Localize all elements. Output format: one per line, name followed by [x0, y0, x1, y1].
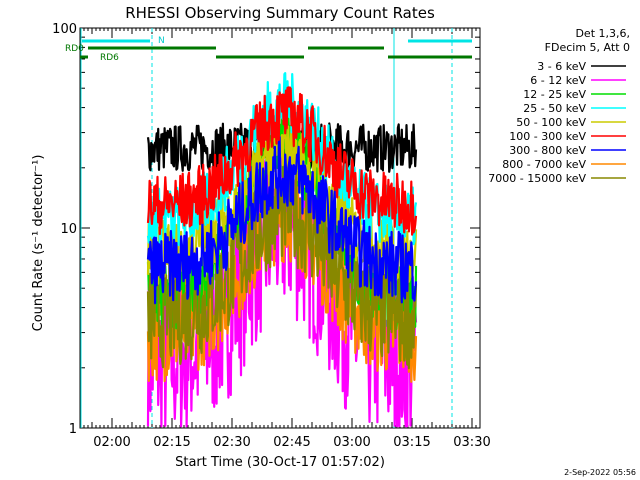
x-tick-label: 03:00 — [333, 435, 370, 450]
date-stamp: 2-Sep-2022 05:56 — [564, 468, 636, 477]
x-tick-label: 03:15 — [393, 435, 430, 450]
series-line — [146, 163, 418, 370]
legend-label: 7000 - 15000 keV — [488, 172, 586, 185]
legend-header-line-1: Det 1,3,6, — [575, 27, 630, 40]
y-tick-label: 10 — [60, 222, 77, 237]
legend-label: 300 - 800 keV — [509, 144, 586, 157]
rd0-flag-label: RD0 — [65, 44, 84, 54]
series-line — [146, 86, 418, 236]
y-axis-label: Count Rate (s⁻¹ detector⁻¹) — [31, 155, 46, 332]
chart-title: RHESSI Observing Summary Count Rates — [125, 4, 435, 22]
legend-label: 6 - 12 keV — [530, 74, 586, 87]
n-flag-label: N — [158, 36, 165, 46]
legend-header-line-2: FDecim 5, Att 0 — [545, 41, 630, 54]
x-tick-label: 02:45 — [273, 435, 310, 450]
x-tick-label: 02:00 — [93, 435, 130, 450]
legend-label: 12 - 25 keV — [523, 88, 586, 101]
x-tick-label: 03:30 — [453, 435, 490, 450]
y-tick-label: 100 — [52, 22, 77, 37]
series-line — [146, 135, 418, 305]
x-axis-label: Start Time (30-Oct-17 01:57:02) — [175, 455, 385, 470]
legend-label: 800 - 7000 keV — [502, 158, 586, 171]
x-tick-label: 02:30 — [213, 435, 250, 450]
x-tick-label: 02:15 — [153, 435, 190, 450]
legend-label: 100 - 300 keV — [509, 130, 586, 143]
y-tick-label: 1 — [69, 422, 77, 437]
rd6-flag-label: RD6 — [100, 53, 119, 63]
legend-label: 25 - 50 keV — [523, 102, 586, 115]
legend-label: 50 - 100 keV — [516, 116, 586, 129]
legend-label: 3 - 6 keV — [537, 60, 586, 73]
